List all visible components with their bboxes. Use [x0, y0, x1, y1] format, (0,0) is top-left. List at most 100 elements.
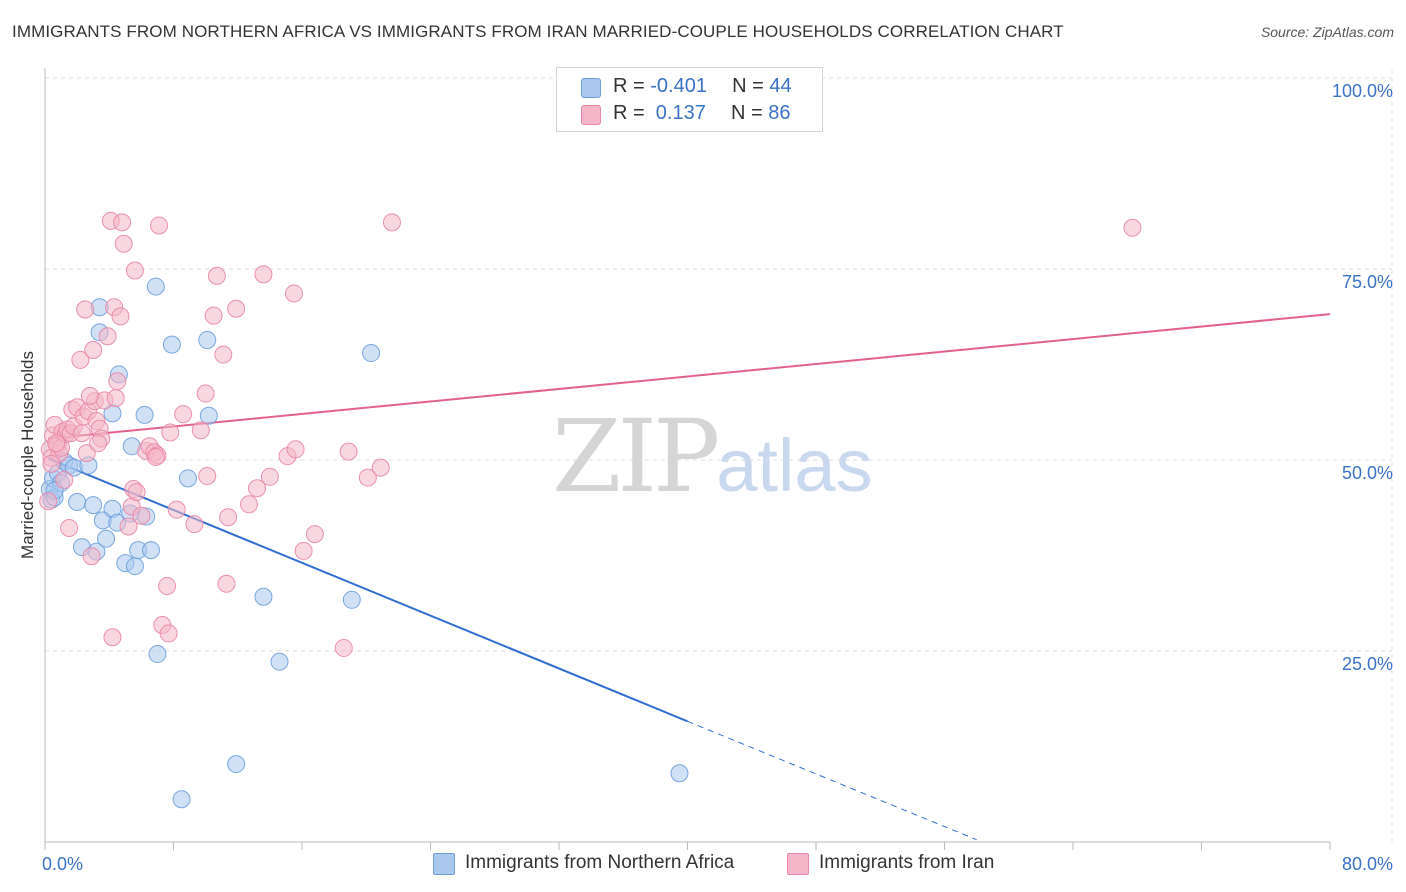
- point-northern-africa: [270, 652, 289, 671]
- gridlines: [45, 70, 1393, 842]
- x-tick-label: 0.0%: [42, 854, 83, 874]
- legend-r-value: -0.401: [650, 75, 707, 97]
- point-iran: [150, 216, 169, 235]
- point-iran: [119, 517, 138, 536]
- point-iran: [71, 350, 90, 369]
- point-iran: [248, 479, 267, 498]
- point-iran: [1123, 218, 1142, 237]
- legend-n-label: N =: [732, 75, 764, 97]
- y-tick-label: 100.0%: [1332, 81, 1393, 101]
- point-iran: [334, 638, 353, 657]
- point-northern-africa: [148, 645, 167, 664]
- x-tick-label: 80.0%: [1342, 854, 1393, 874]
- point-northern-africa: [199, 406, 218, 425]
- bottom-legend-label: Immigrants from Northern Africa: [465, 852, 735, 873]
- point-iran: [113, 213, 132, 232]
- legend-swatch-iran: [581, 105, 601, 125]
- point-iran: [127, 483, 146, 502]
- trend-line-iran: [48, 313, 1331, 440]
- point-iran: [174, 405, 193, 424]
- trend-lines: [47, 313, 1331, 841]
- bottom-legend-swatch-iran: [787, 853, 809, 875]
- point-iran: [60, 518, 79, 537]
- point-iran: [214, 345, 233, 364]
- legend-n-label: N =: [730, 102, 763, 124]
- point-iran: [159, 624, 178, 643]
- point-iran: [146, 447, 165, 466]
- point-iran: [358, 468, 377, 487]
- point-iran: [132, 506, 151, 525]
- point-northern-africa: [342, 590, 361, 609]
- trend-line-northern-africa: [47, 457, 688, 723]
- point-iran: [47, 434, 66, 453]
- point-iran: [204, 306, 223, 325]
- point-iran: [254, 265, 273, 284]
- point-northern-africa: [227, 755, 246, 774]
- point-iran: [185, 515, 204, 534]
- point-iran: [108, 372, 127, 391]
- point-northern-africa: [670, 764, 689, 783]
- point-northern-africa: [125, 557, 144, 576]
- bottom-legend-label: Immigrants from Iran: [819, 852, 995, 873]
- point-iran: [294, 541, 313, 560]
- point-northern-africa: [172, 790, 191, 809]
- source-label: Source: ZipAtlas.com: [1260, 24, 1394, 40]
- data-points: [39, 211, 1142, 809]
- y-tick-label: 75.0%: [1342, 272, 1393, 292]
- watermark-atlas: atlas: [716, 424, 873, 507]
- point-iran: [198, 467, 217, 486]
- point-iran: [219, 508, 238, 527]
- point-iran: [76, 300, 95, 319]
- point-northern-africa: [142, 541, 161, 560]
- point-iran: [161, 423, 180, 442]
- legend-r-label: R =: [613, 102, 645, 124]
- chart-title: IMMIGRANTS FROM NORTHERN AFRICA VS IMMIG…: [12, 22, 1064, 41]
- point-northern-africa: [198, 331, 217, 350]
- trend-line-northern-africa-extension: [687, 720, 977, 841]
- point-iran: [106, 389, 125, 408]
- point-iran: [339, 442, 358, 461]
- point-iran: [217, 574, 236, 593]
- y-axis-label: Married-couple Households: [18, 351, 37, 559]
- point-iran: [80, 386, 99, 405]
- point-iran: [111, 307, 130, 326]
- zipatlas-watermark: ZIPatlas: [552, 398, 873, 515]
- y-tick-label: 50.0%: [1342, 463, 1393, 483]
- point-iran: [82, 547, 101, 566]
- point-iran: [103, 628, 122, 647]
- point-iran: [227, 299, 246, 318]
- point-iran: [55, 470, 74, 489]
- correlation-legend: R = -0.401 N = 44 R = 0.137 N = 86: [556, 67, 823, 132]
- legend-n-value: 86: [768, 102, 791, 124]
- point-iran: [125, 261, 144, 280]
- y-tick-label: 25.0%: [1342, 654, 1393, 674]
- point-northern-africa: [254, 587, 273, 606]
- point-iran: [371, 458, 390, 477]
- point-northern-africa: [362, 344, 381, 363]
- watermark-zip: ZIP: [552, 398, 720, 515]
- point-iran: [77, 444, 96, 463]
- point-iran: [167, 500, 186, 519]
- point-iran: [191, 421, 210, 440]
- bottom-legend-swatch-northern-africa: [433, 853, 455, 875]
- point-iran: [39, 492, 58, 511]
- point-iran: [98, 327, 117, 346]
- point-iran: [89, 434, 108, 453]
- legend-n-value: 44: [769, 75, 792, 97]
- point-iran: [382, 213, 401, 232]
- point-northern-africa: [135, 405, 154, 424]
- point-northern-africa: [146, 277, 165, 296]
- point-iran: [284, 284, 303, 303]
- legend-swatch-northern-africa: [581, 78, 601, 98]
- point-iran: [207, 266, 226, 285]
- point-iran: [158, 577, 177, 596]
- legend-r-label: R =: [613, 75, 645, 97]
- point-iran: [84, 340, 103, 359]
- point-iran: [114, 234, 133, 253]
- point-northern-africa: [97, 529, 116, 548]
- point-northern-africa: [68, 493, 87, 512]
- point-iran: [196, 384, 215, 403]
- point-northern-africa: [178, 469, 197, 488]
- point-northern-africa: [162, 335, 181, 354]
